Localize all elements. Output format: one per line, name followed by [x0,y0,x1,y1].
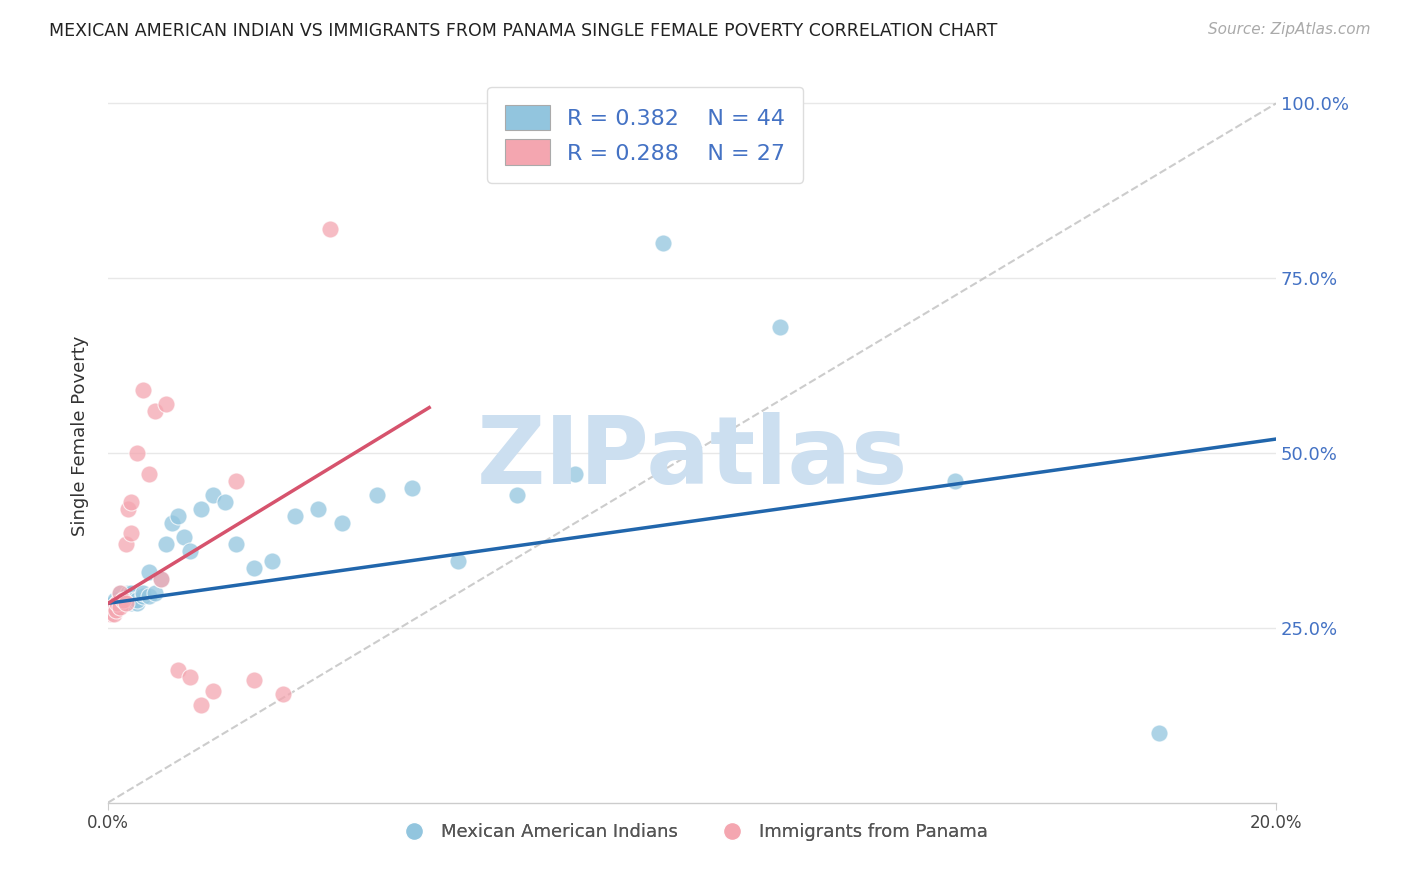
Point [120,526,142,541]
Point [120,495,142,509]
Point [225,537,247,551]
Point [943,474,966,488]
Point [105,596,128,610]
Point [564,467,586,481]
Point [330,516,353,530]
Point [506,488,529,502]
Point [127,446,149,460]
Point [214,495,236,509]
Point [160,516,183,530]
Point [101,599,124,614]
Point [143,586,166,600]
Point [260,554,283,568]
Point [202,683,225,698]
Point [401,481,423,495]
Point [284,508,307,523]
Point [120,586,142,600]
Point [122,592,145,607]
Point [202,488,225,502]
Point [101,596,124,610]
Text: MEXICAN AMERICAN INDIAN VS IMMIGRANTS FROM PANAMA SINGLE FEMALE POVERTY CORRELAT: MEXICAN AMERICAN INDIAN VS IMMIGRANTS FR… [49,22,998,40]
Point [120,596,142,610]
Point [111,596,134,610]
Point [179,670,201,684]
Legend: Mexican American Indians, Immigrants from Panama: Mexican American Indians, Immigrants fro… [388,816,995,848]
Point [190,502,212,516]
Point [108,586,131,600]
Point [132,590,155,604]
Point [103,596,125,610]
Point [108,596,131,610]
Point [173,530,195,544]
Point [117,502,139,516]
Point [225,474,247,488]
Point [447,554,470,568]
Point [768,320,790,334]
Point [105,596,128,610]
Point [179,544,201,558]
Point [104,603,127,617]
Point [111,592,134,607]
Point [271,687,294,701]
Y-axis label: Single Female Poverty: Single Female Poverty [72,335,89,536]
Point [114,596,136,610]
Point [138,565,160,579]
Point [108,599,131,614]
Point [155,537,177,551]
Point [103,607,125,621]
Point [243,561,266,575]
Point [114,596,136,610]
Point [1147,725,1170,739]
Point [117,586,139,600]
Point [138,590,160,604]
Point [127,592,149,607]
Point [243,673,266,688]
Point [155,397,177,411]
Point [132,586,155,600]
Point [167,663,190,677]
Point [143,404,166,418]
Text: ZIPatlas: ZIPatlas [477,411,908,504]
Point [149,572,172,586]
Point [114,537,136,551]
Point [149,572,172,586]
Point [366,488,388,502]
Point [108,586,131,600]
Point [132,383,155,397]
Point [307,502,329,516]
Point [138,467,160,481]
Point [651,236,673,251]
Point [104,592,127,607]
Point [114,590,136,604]
Point [100,607,122,621]
Point [167,508,190,523]
Text: Source: ZipAtlas.com: Source: ZipAtlas.com [1208,22,1371,37]
Point [127,596,149,610]
Point [319,222,342,236]
Point [190,698,212,712]
